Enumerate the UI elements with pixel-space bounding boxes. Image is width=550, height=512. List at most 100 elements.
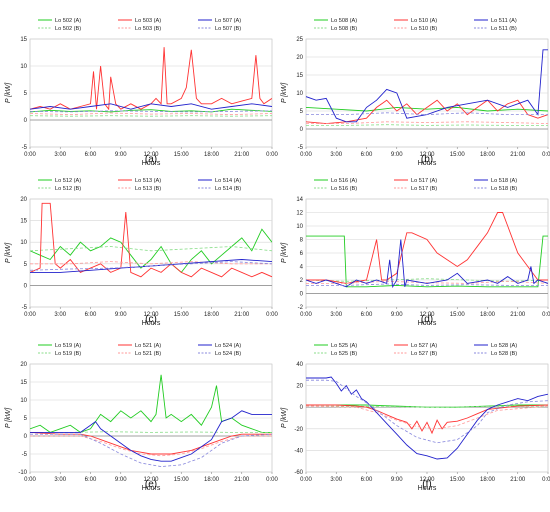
y-tick-label: -20 bbox=[294, 427, 303, 433]
legend-label: Lo 514 (A) bbox=[215, 178, 241, 184]
legend-label: Lo 512 (A) bbox=[55, 178, 81, 184]
x-tick-label: 21:00 bbox=[234, 312, 250, 318]
x-tick-label: 3:00 bbox=[54, 312, 66, 318]
x-tick-label: 15:00 bbox=[174, 152, 190, 158]
chart-panel: -2 0 2 4 6 8 10 12 14 0:00 3:00 6:00 9:00 12:00 15:00 1… bbox=[281, 178, 550, 327]
x-tick-label: 0:00 bbox=[266, 152, 278, 158]
y-tick-label: 4 bbox=[300, 265, 304, 271]
y-tick-label: -40 bbox=[294, 448, 303, 454]
series-line bbox=[306, 283, 548, 286]
y-tick-label: -2 bbox=[298, 305, 304, 311]
x-axis-label: Hours bbox=[418, 485, 437, 492]
series-line bbox=[30, 202, 272, 278]
series-line bbox=[30, 410, 272, 462]
legend-label: Lo 524 (A) bbox=[215, 343, 241, 349]
x-tick-label: 9:00 bbox=[391, 152, 403, 158]
x-tick-label: 18:00 bbox=[204, 312, 220, 318]
y-tick-label: 10 bbox=[296, 224, 303, 230]
y-tick-label: 5 bbox=[300, 109, 304, 115]
x-tick-label: 0:00 bbox=[300, 312, 312, 318]
plot-area bbox=[305, 363, 549, 473]
legend-label: Lo 507 (A) bbox=[215, 18, 241, 24]
legend-label: Lo 524 (B) bbox=[215, 351, 241, 357]
chart-panel: -5 0 5 10 15 0:00 3:00 6:00 9:00 12:00 15:00 18:00 2… bbox=[5, 18, 278, 167]
x-tick-label: 0:00 bbox=[542, 477, 550, 483]
panel-caption: (d) bbox=[421, 314, 433, 325]
x-tick-label: 9:00 bbox=[391, 477, 403, 483]
y-tick-label: -10 bbox=[18, 470, 27, 476]
legend-label: Lo 510 (B) bbox=[411, 26, 437, 32]
legend-label: Lo 512 (B) bbox=[55, 186, 81, 192]
panel-caption: (f) bbox=[422, 479, 431, 490]
y-tick-label: 5 bbox=[24, 262, 28, 268]
y-axis-label: P [kW] bbox=[5, 242, 12, 263]
chart-panel: -10 -5 0 5 10 15 20 0:00 3:00 6:00 9:00 12:00 15:00 1… bbox=[5, 343, 278, 492]
legend-label: Lo 528 (B) bbox=[491, 351, 517, 357]
legend-label: Lo 518 (B) bbox=[491, 186, 517, 192]
x-tick-label: 12:00 bbox=[143, 152, 159, 158]
x-tick-label: 0:00 bbox=[24, 312, 36, 318]
x-tick-label: 6:00 bbox=[85, 152, 97, 158]
y-tick-label: 25 bbox=[296, 37, 303, 43]
legend-label: Lo 517 (A) bbox=[411, 178, 437, 184]
x-tick-label: 15:00 bbox=[174, 312, 190, 318]
x-tick-label: 0:00 bbox=[300, 477, 312, 483]
legend-label: Lo 521 (B) bbox=[135, 351, 161, 357]
legend-label: Lo 517 (B) bbox=[411, 186, 437, 192]
x-tick-label: 9:00 bbox=[115, 312, 127, 318]
y-tick-label: 15 bbox=[20, 37, 27, 43]
x-tick-label: 12:00 bbox=[143, 312, 159, 318]
x-tick-label: 6:00 bbox=[85, 477, 97, 483]
y-tick-label: 0 bbox=[300, 127, 304, 133]
x-tick-label: 0:00 bbox=[266, 477, 278, 483]
series-line bbox=[306, 379, 548, 444]
legend-label: Lo 502 (B) bbox=[55, 26, 81, 32]
series-line bbox=[30, 431, 272, 455]
chart-panel: -60 -40 -20 0 20 40 0:00 3:00 6:00 9:00 12:00 15:00… bbox=[281, 343, 550, 492]
legend-label: Lo 510 (A) bbox=[411, 18, 437, 24]
series-line bbox=[306, 212, 548, 284]
series-line bbox=[30, 261, 272, 271]
x-axis-label: Hours bbox=[142, 160, 161, 167]
legend-label: Lo 516 (A) bbox=[331, 178, 357, 184]
legend-label: Lo 502 (A) bbox=[55, 18, 81, 24]
x-tick-label: 0:00 bbox=[542, 312, 550, 318]
y-axis-label: P [kW] bbox=[281, 82, 288, 103]
x-tick-label: 21:00 bbox=[510, 152, 526, 158]
x-tick-label: 6:00 bbox=[361, 477, 373, 483]
x-tick-label: 12:00 bbox=[419, 152, 435, 158]
legend-label: Lo 503 (B) bbox=[135, 26, 161, 32]
x-tick-label: 12:00 bbox=[419, 477, 435, 483]
series-line bbox=[30, 103, 272, 110]
x-tick-label: 9:00 bbox=[391, 312, 403, 318]
legend-label: Lo 516 (B) bbox=[331, 186, 357, 192]
series-line bbox=[306, 376, 548, 460]
panel-caption: (e) bbox=[145, 479, 157, 490]
y-tick-label: 15 bbox=[20, 219, 27, 225]
legend-label: Lo 518 (A) bbox=[491, 178, 517, 184]
y-tick-label: 10 bbox=[20, 240, 27, 246]
legend-label: Lo 525 (B) bbox=[331, 351, 357, 357]
legend-label: Lo 507 (B) bbox=[215, 26, 241, 32]
series-line bbox=[30, 246, 272, 252]
panel-caption: (c) bbox=[145, 314, 157, 325]
y-axis-label: P [kW] bbox=[5, 407, 12, 428]
plot-area bbox=[29, 198, 273, 308]
legend-label: Lo 514 (B) bbox=[215, 186, 241, 192]
y-tick-label: 5 bbox=[24, 91, 28, 97]
x-tick-label: 6:00 bbox=[85, 312, 97, 318]
y-tick-label: 2 bbox=[300, 278, 304, 284]
y-axis-label: P [kW] bbox=[281, 407, 288, 428]
y-tick-label: 15 bbox=[296, 73, 303, 79]
legend-label: Lo 511 (B) bbox=[491, 26, 517, 32]
y-tick-label: 0 bbox=[24, 118, 28, 124]
x-tick-label: 3:00 bbox=[54, 477, 66, 483]
x-tick-label: 18:00 bbox=[204, 152, 220, 158]
y-tick-label: -5 bbox=[22, 452, 28, 458]
series-line bbox=[306, 239, 548, 289]
y-tick-label: 10 bbox=[20, 398, 27, 404]
x-tick-label: 12:00 bbox=[143, 477, 159, 483]
legend-label: Lo 525 (A) bbox=[331, 343, 357, 349]
x-tick-label: 3:00 bbox=[330, 312, 342, 318]
x-tick-label: 3:00 bbox=[54, 152, 66, 158]
